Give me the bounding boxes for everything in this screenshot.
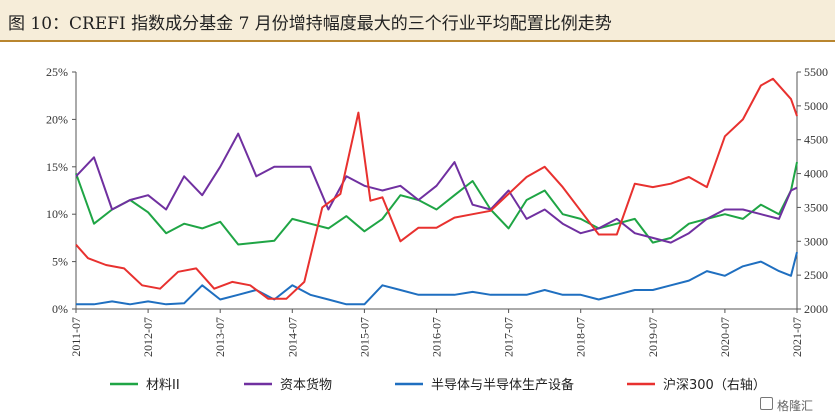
x-tick-label: 2011-07 [69,317,83,357]
series-line-4 [75,77,798,300]
legend-label: 沪深300（右轴） [663,377,766,393]
left-y-tick-label: 20% [46,112,68,126]
figure-title: 图 10：CREFI 指数成分基金 7 月份增持幅度最大的三个行业平均配置比例走… [8,14,612,34]
legend-label: 半导体与半导体生产设备 [431,377,574,393]
watermark-text: 格隆汇 [777,399,814,413]
x-tick-label: 2015-07 [357,317,371,357]
left-y-tick-label: 15% [46,160,68,174]
x-tick-label: 2021-07 [790,317,804,357]
x-tick-label: 2017-07 [502,317,516,357]
right-y-tick-label: 4000 [804,167,828,181]
legend-label: 资本货物 [280,377,332,393]
x-tick-label: 2019-07 [646,317,660,357]
x-tick-label: 2020-07 [718,317,732,357]
chart-axes: 0% 5% 10% 15% 20% 25% 2000 2500 3000 3500 4000 4500… [46,65,828,357]
line-chart: 0% 5% 10% 15% 20% 25% 2000 2500 3000 3500 4000 4500… [46,65,828,393]
right-y-tick-label: 3500 [804,200,828,214]
right-y-tick-label: 2000 [804,302,828,316]
x-tick-label: 2014-07 [285,317,299,357]
x-tick-label: 2016-07 [430,317,444,357]
right-y-tick-label: 2500 [804,268,828,282]
right-y-tick-label: 4500 [804,133,828,147]
left-y-tick-label: 25% [46,65,68,79]
x-tick-label: 2012-07 [141,317,155,357]
left-y-tick-label: 10% [46,207,68,221]
x-tick-label: 2013-07 [213,317,227,357]
series-line-1 [75,161,798,246]
x-tick-label: 2018-07 [574,317,588,357]
figure-title-bar: 图 10：CREFI 指数成分基金 7 月份增持幅度最大的三个行业平均配置比例走… [0,0,835,42]
watermark: 格隆汇 [757,394,827,416]
left-y-tick-label: 0% [52,302,68,316]
legend-label: 材料II [146,378,180,393]
left-y-tick-label: 5% [52,255,68,269]
gelonghui-logo-icon [760,397,773,410]
right-y-tick-label: 5000 [804,99,828,113]
chart-series [75,77,798,306]
right-y-tick-label: 3000 [804,234,828,248]
series-line-2 [75,132,798,244]
chart-legend: 材料II 资本货物 半导体与半导体生产设备 沪深300（右轴） [110,377,766,393]
right-y-tick-label: 5500 [804,65,828,79]
series-line-3 [76,251,798,306]
